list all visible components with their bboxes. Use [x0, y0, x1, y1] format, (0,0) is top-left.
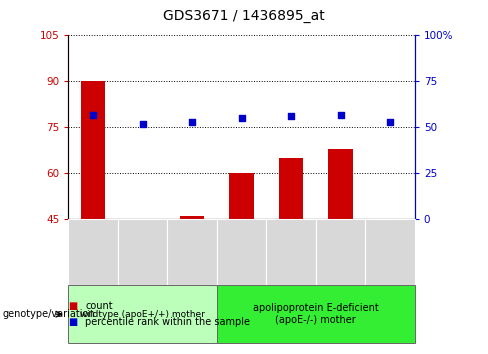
Text: apolipoprotein E-deficient
(apoE-/-) mother: apolipoprotein E-deficient (apoE-/-) mot…: [253, 303, 379, 325]
Point: [337, 112, 345, 118]
Bar: [328, 149, 353, 219]
Text: GDS3671 / 1436895_at: GDS3671 / 1436895_at: [163, 9, 325, 23]
Text: percentile rank within the sample: percentile rank within the sample: [85, 317, 250, 327]
Bar: [180, 216, 204, 219]
Point: [386, 119, 394, 125]
Point: [188, 119, 196, 125]
Text: count: count: [85, 301, 113, 311]
Bar: [229, 173, 254, 219]
Point: [287, 114, 295, 119]
Text: wildtype (apoE+/+) mother: wildtype (apoE+/+) mother: [80, 310, 205, 319]
Bar: [279, 158, 304, 219]
Point: [89, 112, 97, 118]
Point: [238, 115, 245, 121]
Point: [139, 121, 146, 127]
Text: genotype/variation: genotype/variation: [2, 309, 95, 319]
Bar: [81, 81, 105, 219]
Text: ■: ■: [68, 317, 78, 327]
Text: ■: ■: [68, 301, 78, 311]
